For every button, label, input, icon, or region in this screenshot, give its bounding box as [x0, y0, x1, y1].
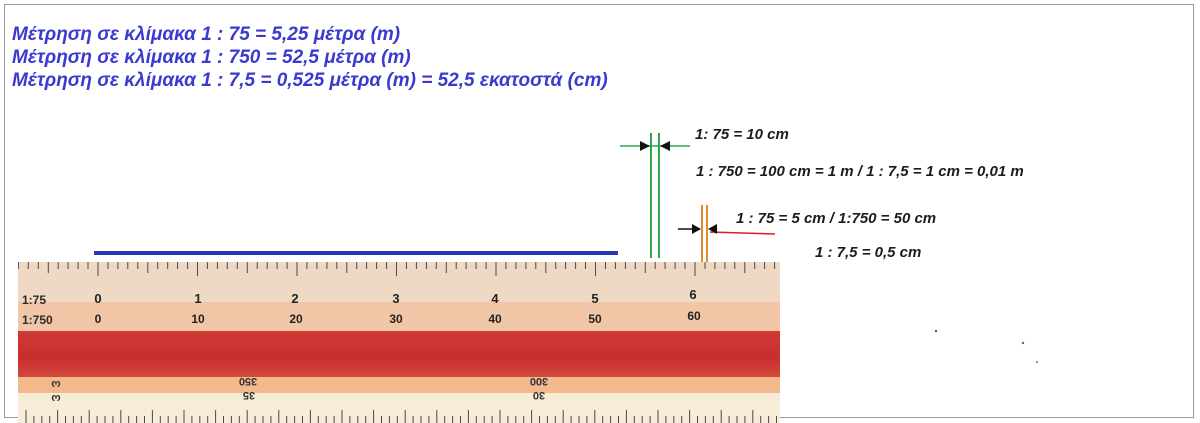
annotation-10cm: 1: 75 = 10 cm — [695, 126, 789, 143]
tick-75-2: 2 — [291, 291, 299, 306]
tick-75-4: 4 — [491, 291, 499, 306]
tick-75-3: 3 — [392, 291, 400, 306]
lower-mark-300: 300 — [529, 375, 549, 387]
green-arrow-right — [660, 141, 670, 151]
tick-750-10: 10 — [191, 312, 205, 326]
lower-mark-350: 350 — [238, 375, 258, 387]
orange-arrow-right — [708, 224, 717, 234]
annotation-100cm: 1 : 750 = 100 cm = 1 m / 1 : 7,5 = 1 cm … — [696, 163, 1024, 180]
tick-750-0: 0 — [94, 312, 102, 326]
tick-75-5: 5 — [591, 291, 599, 306]
scale-label-750: 1:750 — [22, 313, 53, 327]
tick-75-6: 6 — [689, 287, 697, 302]
orange-arrow-left — [692, 224, 701, 234]
tick-750-30: 30 — [389, 312, 403, 326]
annotation-5cm: 1 : 75 = 5 cm / 1:750 = 50 cm — [736, 210, 937, 227]
tick-750-40: 40 — [488, 312, 502, 326]
lower-mark-35: 35 — [242, 389, 256, 401]
tick-75-0: 0 — [94, 291, 102, 306]
scale-ruler: 1:75 1:750 0 1 2 3 4 5 6 0 10 20 30 40 5… — [18, 262, 780, 423]
ruler-red-band — [18, 331, 780, 377]
lower-mark-30: 30 — [532, 389, 546, 401]
tick-750-20: 20 — [289, 312, 303, 326]
ruler-ticks — [18, 262, 777, 423]
green-arrow-left — [640, 141, 650, 151]
tick-75-1: 1 — [194, 291, 202, 306]
red-leader — [709, 231, 776, 235]
lower-mark-1: ω — [51, 378, 61, 390]
header-line-2: Μέτρηση σε κλίμακα 1 : 750 = 52,5 μέτρα … — [12, 47, 411, 68]
header-line-1: Μέτρηση σε κλίμακα 1 : 75 = 5,25 μέτρα (… — [12, 24, 401, 45]
header-line-3: Μέτρηση σε κλίμακα 1 : 7,5 = 0,525 μέτρα… — [12, 70, 608, 91]
annotation-half-cm: 1 : 7,5 = 0,5 cm — [815, 244, 922, 261]
tick-750-60: 60 — [687, 309, 701, 323]
lower-mark-2: ω — [51, 392, 61, 404]
tick-750-50: 50 — [588, 312, 602, 326]
scale-label-75: 1:75 — [22, 293, 47, 307]
